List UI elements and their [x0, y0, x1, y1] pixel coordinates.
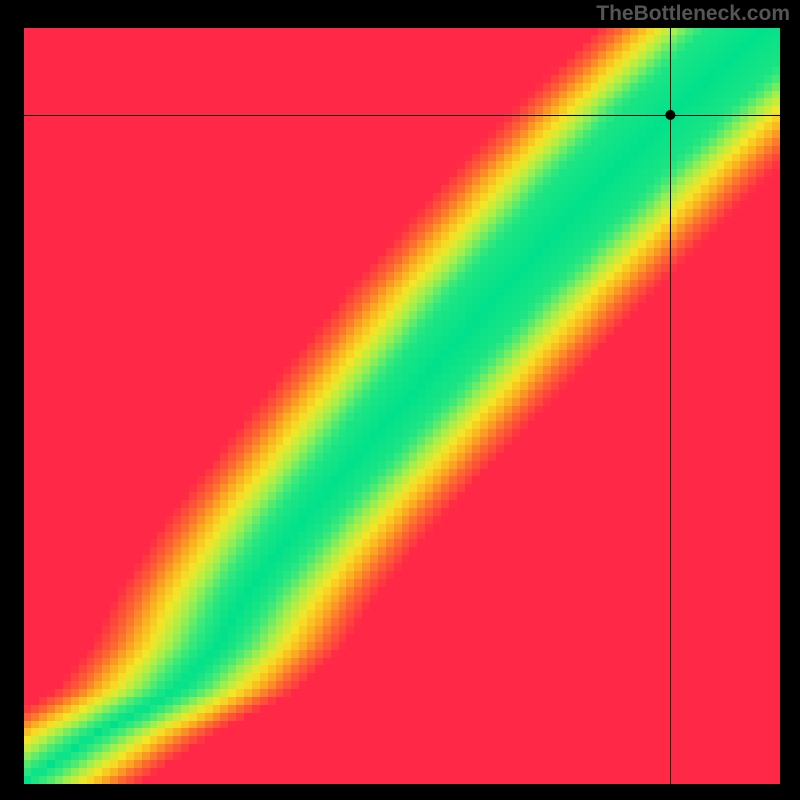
watermark-text: TheBottleneck.com [596, 2, 790, 26]
heatmap-canvas [24, 28, 780, 784]
